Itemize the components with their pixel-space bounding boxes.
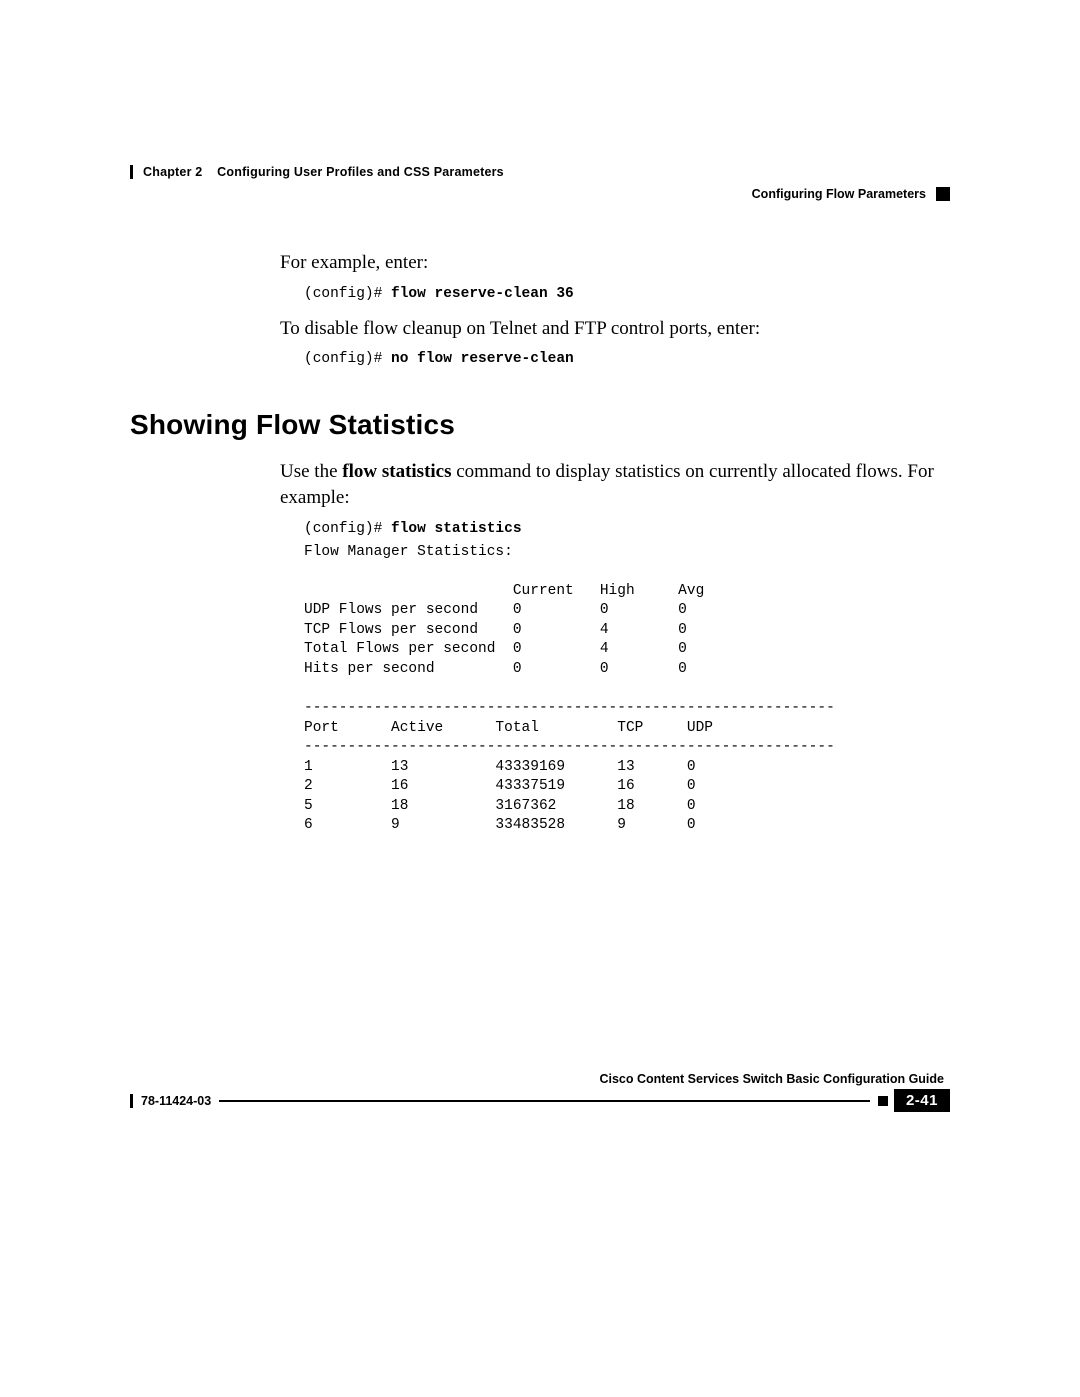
port-row: 1 13 43339169 13 0: [304, 759, 696, 775]
page-content: Chapter 2 Configuring User Profiles and …: [130, 165, 950, 1095]
intro-text-1: For example, enter:: [280, 250, 950, 276]
stats-row: TCP Flows per second 0 4 0: [304, 622, 687, 638]
section-title: Configuring Flow Parameters: [752, 187, 926, 201]
section-heading: Showing Flow Statistics: [130, 409, 950, 441]
page-number-badge: 2-41: [894, 1089, 950, 1112]
footer-rule-row: 78-11424-03 2-41: [130, 1089, 950, 1112]
header-left: Chapter 2 Configuring User Profiles and …: [130, 165, 504, 179]
flow-stats-paragraph: Use the flow statistics command to displ…: [280, 459, 950, 510]
code-example-3: (config)# flow statistics: [304, 521, 950, 537]
rule-line: ----------------------------------------…: [304, 700, 835, 716]
footer-vbar: [130, 1094, 133, 1108]
port-header-row: Port Active Total TCP UDP: [304, 720, 713, 736]
header-square-icon: [936, 187, 950, 201]
page-footer: Cisco Content Services Switch Basic Conf…: [130, 1072, 950, 1112]
header-vbar: [130, 165, 133, 179]
rule-line: ----------------------------------------…: [304, 739, 835, 755]
stats-output: Flow Manager Statistics: Current High Av…: [304, 543, 950, 836]
code-example-1: (config)# flow reserve-clean 36: [304, 286, 950, 302]
stats-row: Total Flows per second 0 4 0: [304, 641, 687, 657]
code-example-2: (config)# no flow reserve-clean: [304, 351, 950, 367]
chapter-label: Chapter 2 Configuring User Profiles and …: [143, 165, 504, 179]
body-content: For example, enter: (config)# flow reser…: [280, 250, 950, 836]
footer-doc-number: 78-11424-03: [141, 1094, 211, 1108]
stats-title-line: Flow Manager Statistics:: [304, 544, 513, 560]
footer-small-square-icon: [878, 1096, 888, 1106]
stats-row: UDP Flows per second 0 0 0: [304, 602, 687, 618]
header-right: Configuring Flow Parameters: [752, 187, 950, 201]
footer-guide-title: Cisco Content Services Switch Basic Conf…: [130, 1072, 950, 1086]
port-row: 5 18 3167362 18 0: [304, 798, 696, 814]
stats-row: Hits per second 0 0 0: [304, 661, 687, 677]
port-row: 6 9 33483528 9 0: [304, 817, 696, 833]
stats-header-row: Current High Avg: [304, 583, 704, 599]
port-row: 2 16 43337519 16 0: [304, 778, 696, 794]
footer-rule: [219, 1100, 870, 1102]
intro-text-2: To disable flow cleanup on Telnet and FT…: [280, 316, 950, 342]
